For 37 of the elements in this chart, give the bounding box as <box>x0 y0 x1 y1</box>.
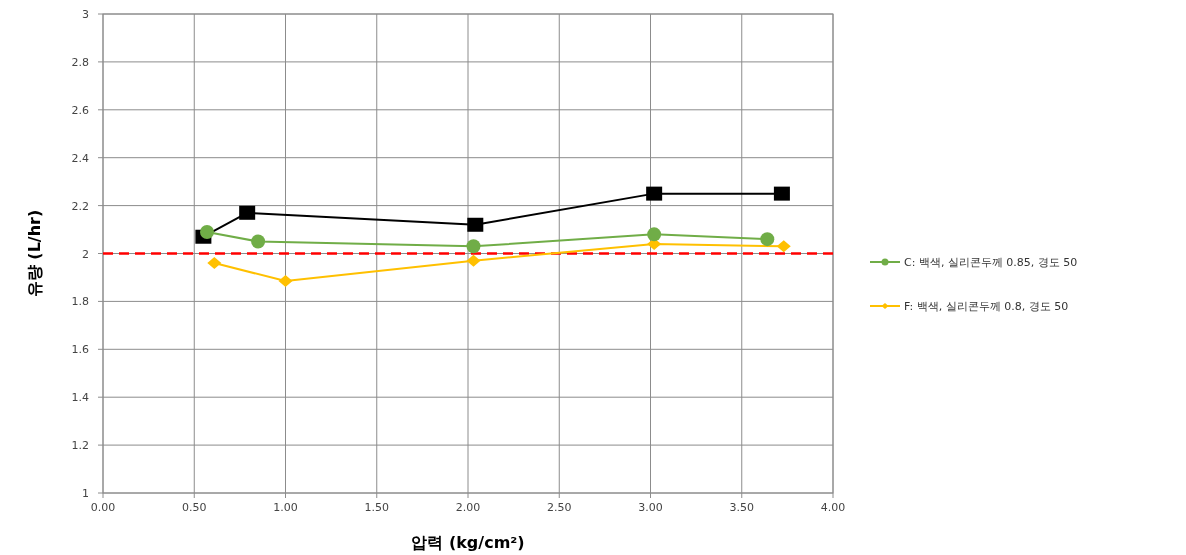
x-tick-label: 1.00 <box>273 501 298 514</box>
y-axis-title: 유량 (L/hr) <box>25 209 44 298</box>
x-tick-label: 2.50 <box>547 501 572 514</box>
y-tick-label: 1.8 <box>71 295 89 309</box>
x-axis-title: 압력 (kg/cm²) <box>411 533 525 552</box>
y-tick-label: 2.4 <box>71 151 89 165</box>
x-tick-label: 0.00 <box>90 501 116 514</box>
y-tick-label: 1 <box>82 487 89 500</box>
point <box>647 227 662 242</box>
y-tick-label: 2 <box>82 247 89 261</box>
x-tick-label: 4.00 <box>820 501 846 514</box>
y-tick-label: 1.4 <box>71 391 89 405</box>
y-tick-label: 2.6 <box>71 103 89 117</box>
x-tick-label: 3.00 <box>638 501 663 514</box>
point <box>200 224 215 239</box>
x-tick-label: 1.50 <box>364 501 389 514</box>
y-tick-label: 1.6 <box>71 343 89 357</box>
point <box>278 275 293 288</box>
y-tick-label: 2.2 <box>71 199 89 213</box>
point <box>467 217 484 232</box>
y-tick-label: 1.2 <box>71 439 89 453</box>
y-tick-label: 3 <box>82 8 89 21</box>
point <box>776 240 791 253</box>
point <box>251 234 266 249</box>
point <box>760 232 775 247</box>
point <box>239 205 256 220</box>
point <box>646 186 663 201</box>
x-tick-label: 0.50 <box>182 501 207 514</box>
x-tick-label: 3.50 <box>729 501 754 514</box>
legend-label: C: 백색, 실리콘두께 0.85, 경도 50 <box>904 256 1078 269</box>
point <box>466 239 481 254</box>
point <box>773 186 790 201</box>
x-tick-label: 2.00 <box>455 501 481 514</box>
y-tick-label: 2.8 <box>71 55 89 69</box>
point <box>207 257 222 270</box>
legend-label: F: 백색, 실리콘두께 0.8, 경도 50 <box>904 300 1069 313</box>
point <box>466 254 481 267</box>
